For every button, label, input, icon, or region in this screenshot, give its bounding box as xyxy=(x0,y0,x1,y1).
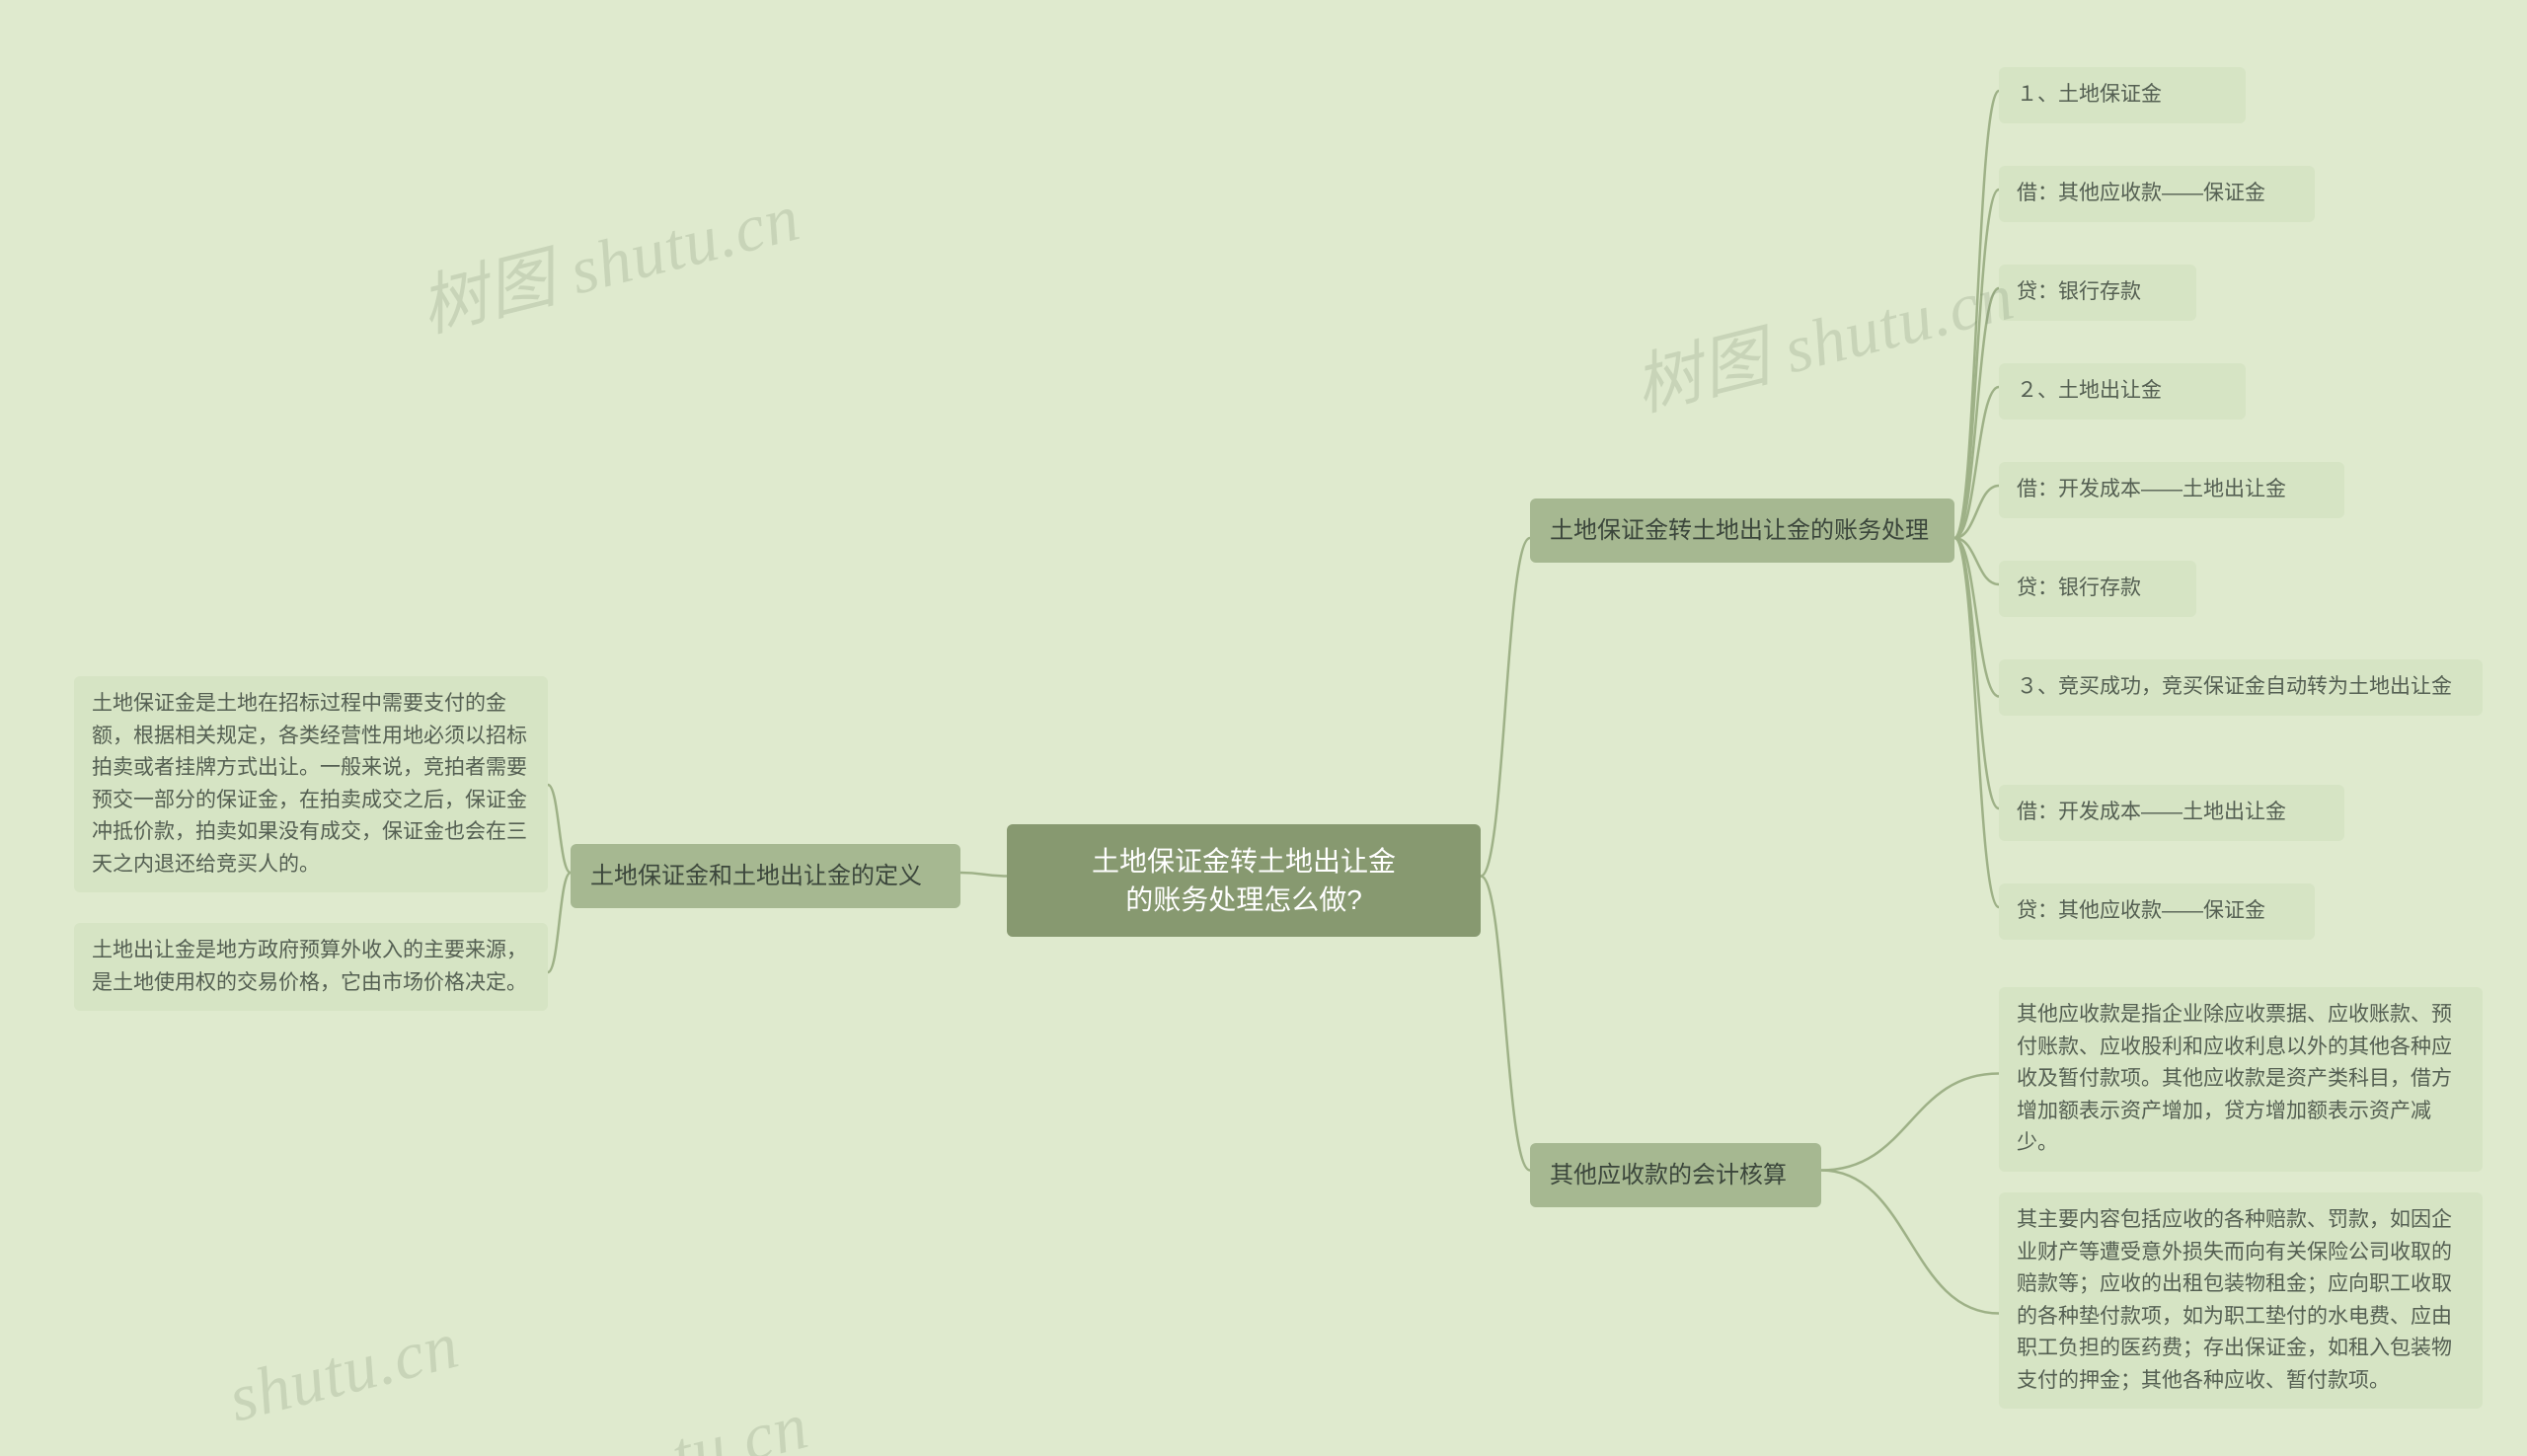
watermark-0: 树图 shutu.cn xyxy=(409,162,808,350)
center-line1: 土地保证金转土地出让金 xyxy=(1092,846,1396,877)
right-0-leaf-0: １、土地保证金 xyxy=(1999,67,2246,123)
watermark-1: 树图 shutu.cn xyxy=(1623,241,2023,429)
right-branch-1: 其他应收款的会计核算 xyxy=(1530,1143,1821,1207)
right-branch-0-label: 土地保证金转土地出让金的账务处理 xyxy=(1550,517,1929,544)
watermark-3: tu.cn xyxy=(664,1386,816,1456)
right-1-leaf-0: 其他应收款是指企业除应收票据、应收账款、预付账款、应收股利和应收利息以外的其他各… xyxy=(1999,987,2483,1172)
right-0-leaf-5: 贷：银行存款 xyxy=(1999,561,2196,617)
right-0-leaf-7: 借：开发成本——土地出让金 xyxy=(1999,785,2344,841)
left-leaf-1-text: 土地出让金是地方政府预算外收入的主要来源，是土地使用权的交易价格，它由市场价格决… xyxy=(92,939,527,994)
left-leaf-0-text: 土地保证金是土地在招标过程中需要支付的金额，根据相关规定，各类经营性用地必须以招… xyxy=(92,692,527,876)
right-branch-0: 土地保证金转土地出让金的账务处理 xyxy=(1530,498,1954,563)
center-node: 土地保证金转土地出让金 的账务处理怎么做? xyxy=(1007,824,1481,937)
left-branch-label: 土地保证金和土地出让金的定义 xyxy=(590,863,922,889)
right-0-leaf-2: 贷：银行存款 xyxy=(1999,265,2196,321)
watermark-2: shutu.cn xyxy=(221,1306,467,1438)
left-leaf-0: 土地保证金是土地在招标过程中需要支付的金额，根据相关规定，各类经营性用地必须以招… xyxy=(74,676,548,892)
right-0-leaf-8: 贷：其他应收款——保证金 xyxy=(1999,883,2315,940)
right-0-leaf-1: 借：其他应收款——保证金 xyxy=(1999,166,2315,222)
right-branch-1-label: 其他应收款的会计核算 xyxy=(1550,1162,1787,1188)
right-0-leaf-6: ３、竞买成功，竞买保证金自动转为土地出让金 xyxy=(1999,659,2483,716)
center-line2: 的账务处理怎么做? xyxy=(1125,884,1362,915)
left-branch-node: 土地保证金和土地出让金的定义 xyxy=(571,844,960,908)
left-leaf-1: 土地出让金是地方政府预算外收入的主要来源，是土地使用权的交易价格，它由市场价格决… xyxy=(74,923,548,1011)
right-0-leaf-3: ２、土地出让金 xyxy=(1999,363,2246,420)
right-1-leaf-1: 其主要内容包括应收的各种赔款、罚款，如因企业财产等遭受意外损失而向有关保险公司收… xyxy=(1999,1192,2483,1409)
right-0-leaf-4: 借：开发成本——土地出让金 xyxy=(1999,462,2344,518)
